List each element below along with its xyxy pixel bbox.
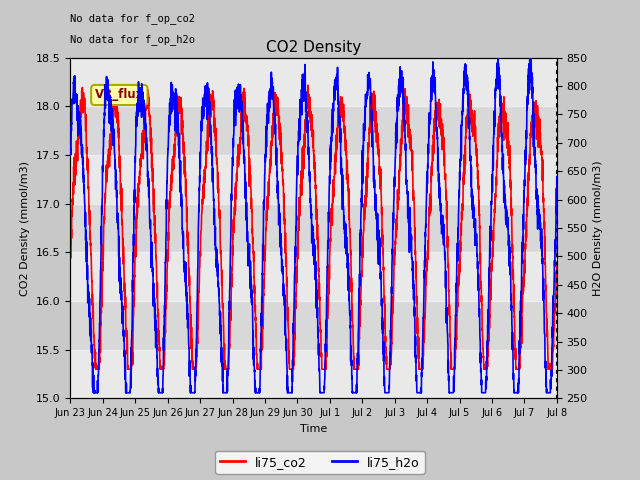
- Bar: [70, 58, 557, 106]
- X-axis label: Time: Time: [300, 424, 327, 433]
- Bar: [70, 155, 557, 204]
- Title: CO2 Density: CO2 Density: [266, 40, 361, 55]
- Text: No data for f_op_h2o: No data for f_op_h2o: [70, 34, 195, 45]
- Y-axis label: H2O Density (mmol/m3): H2O Density (mmol/m3): [593, 160, 604, 296]
- Y-axis label: CO2 Density (mmol/m3): CO2 Density (mmol/m3): [20, 160, 30, 296]
- Legend: li75_co2, li75_h2o: li75_co2, li75_h2o: [215, 451, 425, 474]
- Bar: [70, 350, 557, 398]
- Bar: [70, 252, 557, 301]
- Text: No data for f_op_co2: No data for f_op_co2: [70, 13, 195, 24]
- Text: VR_flux: VR_flux: [95, 88, 144, 101]
